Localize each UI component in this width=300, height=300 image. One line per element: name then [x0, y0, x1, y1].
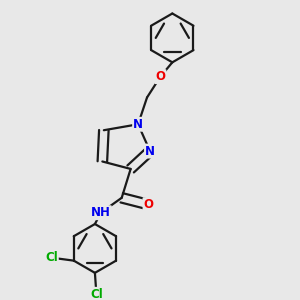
Text: N: N [133, 118, 143, 131]
Text: N: N [145, 145, 155, 158]
Text: Cl: Cl [90, 288, 103, 300]
Text: Cl: Cl [45, 251, 58, 264]
Text: NH: NH [91, 206, 111, 219]
Text: O: O [143, 198, 154, 211]
Text: O: O [155, 70, 165, 83]
